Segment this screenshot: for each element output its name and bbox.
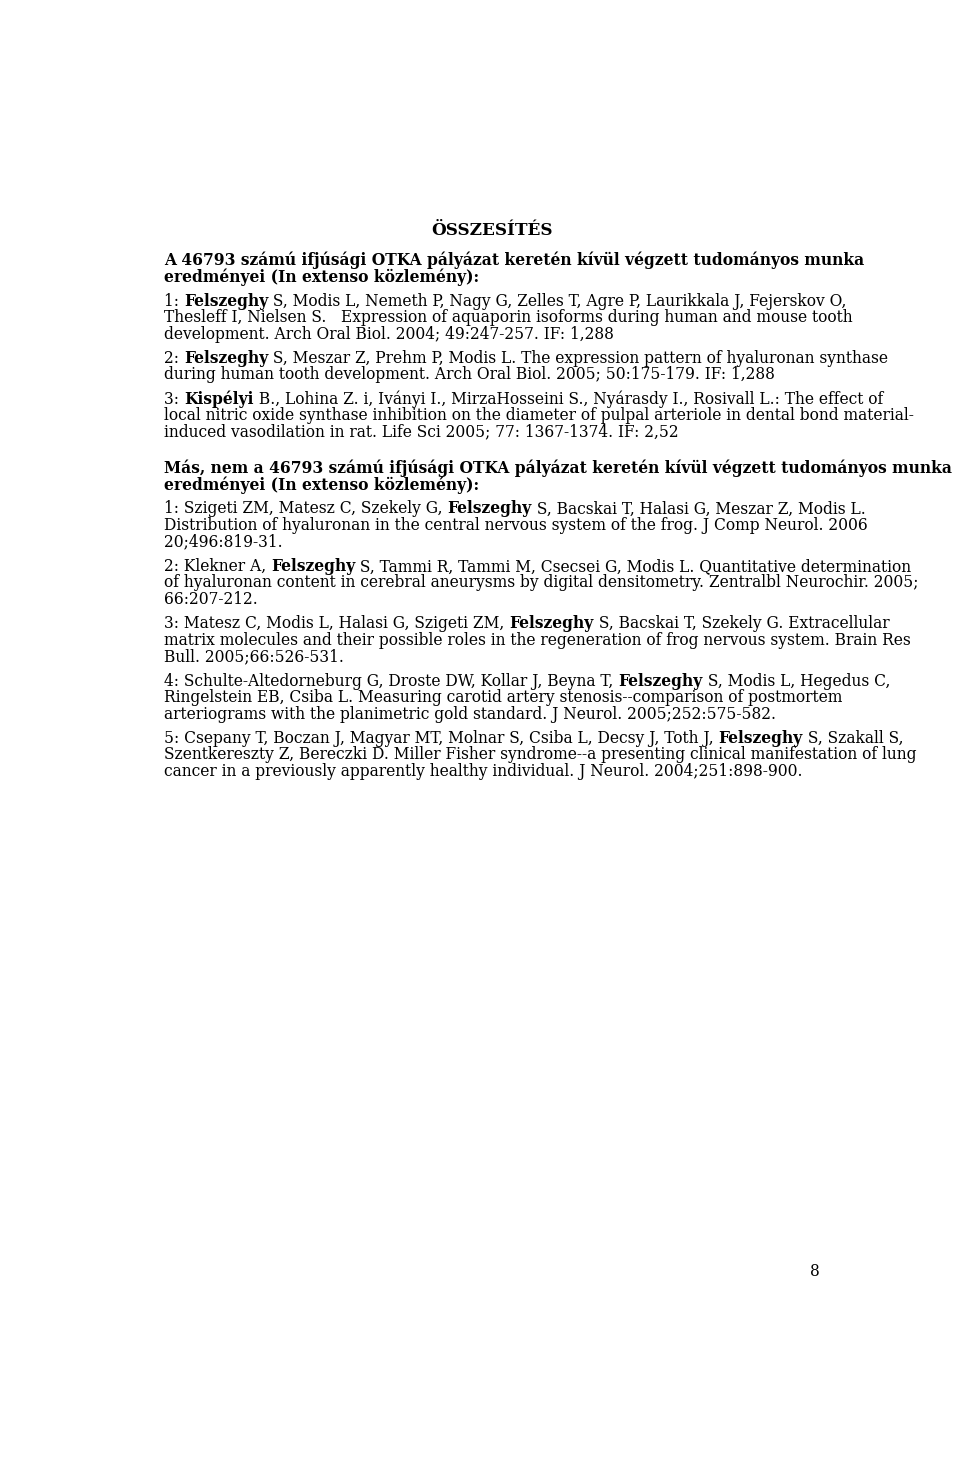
Text: local nitric oxide synthase inhibition on the diameter of pulpal arteriole in de: local nitric oxide synthase inhibition o…: [164, 407, 914, 425]
Text: 2: Klekner A,: 2: Klekner A,: [164, 558, 271, 574]
Text: S, Szakall S,: S, Szakall S,: [803, 730, 903, 746]
Text: eredményei (In extenso közlemény):: eredményei (In extenso közlemény):: [164, 269, 479, 286]
Text: S, Tammi R, Tammi M, Csecsei G, Modis L. Quantitative determination: S, Tammi R, Tammi M, Csecsei G, Modis L.…: [355, 558, 912, 574]
Text: 1: Szigeti ZM, Matesz C, Szekely G,: 1: Szigeti ZM, Matesz C, Szekely G,: [164, 501, 447, 517]
Text: arteriograms with the planimetric gold standard. J Neurol. 2005;252:575-582.: arteriograms with the planimetric gold s…: [164, 705, 777, 723]
Text: Felszeghy: Felszeghy: [719, 730, 803, 746]
Text: induced vasodilation in rat. Life Sci 2005; 77: 1367-1374. IF: 2,52: induced vasodilation in rat. Life Sci 20…: [164, 423, 679, 441]
Text: 5: Csepany T, Boczan J, Magyar MT, Molnar S, Csiba L, Decsy J, Toth J,: 5: Csepany T, Boczan J, Magyar MT, Molna…: [164, 730, 719, 746]
Text: S, Bacskai T, Szekely G. Extracellular: S, Bacskai T, Szekely G. Extracellular: [593, 616, 889, 632]
Text: cancer in a previously apparently healthy individual. J Neurol. 2004;251:898-900: cancer in a previously apparently health…: [164, 762, 803, 780]
Text: of hyaluronan content in cerebral aneurysms by digital densitometry. Zentralbl N: of hyaluronan content in cerebral aneury…: [164, 574, 919, 592]
Text: Felszeghy: Felszeghy: [271, 558, 355, 574]
Text: 66:207-212.: 66:207-212.: [164, 591, 258, 608]
Text: Distribution of hyaluronan in the central nervous system of the frog. J Comp Neu: Distribution of hyaluronan in the centra…: [164, 517, 868, 533]
Text: S, Modis L, Nemeth P, Nagy G, Zelles T, Agre P, Laurikkala J, Fejerskov O,: S, Modis L, Nemeth P, Nagy G, Zelles T, …: [268, 292, 847, 310]
Text: Szentkereszty Z, Bereczki D. Miller Fisher syndrome--a presenting clinical manif: Szentkereszty Z, Bereczki D. Miller Fish…: [164, 746, 917, 764]
Text: S, Bacskai T, Halasi G, Meszar Z, Modis L.: S, Bacskai T, Halasi G, Meszar Z, Modis …: [532, 501, 866, 517]
Text: Bull. 2005;66:526-531.: Bull. 2005;66:526-531.: [164, 648, 344, 665]
Text: 2:: 2:: [164, 350, 184, 367]
Text: Kispélyi: Kispélyi: [184, 391, 253, 408]
Text: 8: 8: [810, 1263, 820, 1281]
Text: ÖSSZESÍTÉS: ÖSSZESÍTÉS: [431, 222, 553, 239]
Text: 3: Matesz C, Modis L, Halasi G, Szigeti ZM,: 3: Matesz C, Modis L, Halasi G, Szigeti …: [164, 616, 510, 632]
Text: development. Arch Oral Biol. 2004; 49:247-257. IF: 1,288: development. Arch Oral Biol. 2004; 49:24…: [164, 326, 614, 342]
Text: 4: Schulte-Altedorneburg G, Droste DW, Kollar J, Beyna T,: 4: Schulte-Altedorneburg G, Droste DW, K…: [164, 673, 618, 689]
Text: S, Meszar Z, Prehm P, Modis L. The expression pattern of hyaluronan synthase: S, Meszar Z, Prehm P, Modis L. The expre…: [268, 350, 888, 367]
Text: S, Modis L, Hegedus C,: S, Modis L, Hegedus C,: [703, 673, 890, 689]
Text: Thesleff I, Nielsen S.   Expression of aquaporin isoforms during human and mouse: Thesleff I, Nielsen S. Expression of aqu…: [164, 308, 852, 326]
Text: Más, nem a 46793 számú ifjúsági OTKA pályázat keretén kívül végzett tudományos m: Más, nem a 46793 számú ifjúsági OTKA pál…: [164, 460, 952, 477]
Text: Ringelstein EB, Csiba L. Measuring carotid artery stenosis--comparison of postmo: Ringelstein EB, Csiba L. Measuring carot…: [164, 689, 843, 707]
Text: Felszeghy: Felszeghy: [618, 673, 703, 689]
Text: A 46793 számú ifjúsági OTKA pályázat keretén kívül végzett tudományos munka: A 46793 számú ifjúsági OTKA pályázat ker…: [164, 251, 864, 269]
Text: Felszeghy: Felszeghy: [447, 501, 532, 517]
Text: B., Lohina Z. i, Iványi I., MirzaHosseini S., Nyárasdy I., Rosivall L.: The effe: B., Lohina Z. i, Iványi I., MirzaHossein…: [253, 391, 883, 408]
Text: Felszeghy: Felszeghy: [510, 616, 593, 632]
Text: 20;496:819-31.: 20;496:819-31.: [164, 533, 283, 551]
Text: 3:: 3:: [164, 391, 184, 408]
Text: eredményei (In extenso közlemény):: eredményei (In extenso közlemény):: [164, 476, 479, 494]
Text: 1:: 1:: [164, 292, 184, 310]
Text: Felszeghy: Felszeghy: [184, 292, 268, 310]
Text: Felszeghy: Felszeghy: [184, 350, 268, 367]
Text: matrix molecules and their possible roles in the regeneration of frog nervous sy: matrix molecules and their possible role…: [164, 632, 911, 649]
Text: during human tooth development. Arch Oral Biol. 2005; 50:175-179. IF: 1,288: during human tooth development. Arch Ora…: [164, 366, 775, 383]
